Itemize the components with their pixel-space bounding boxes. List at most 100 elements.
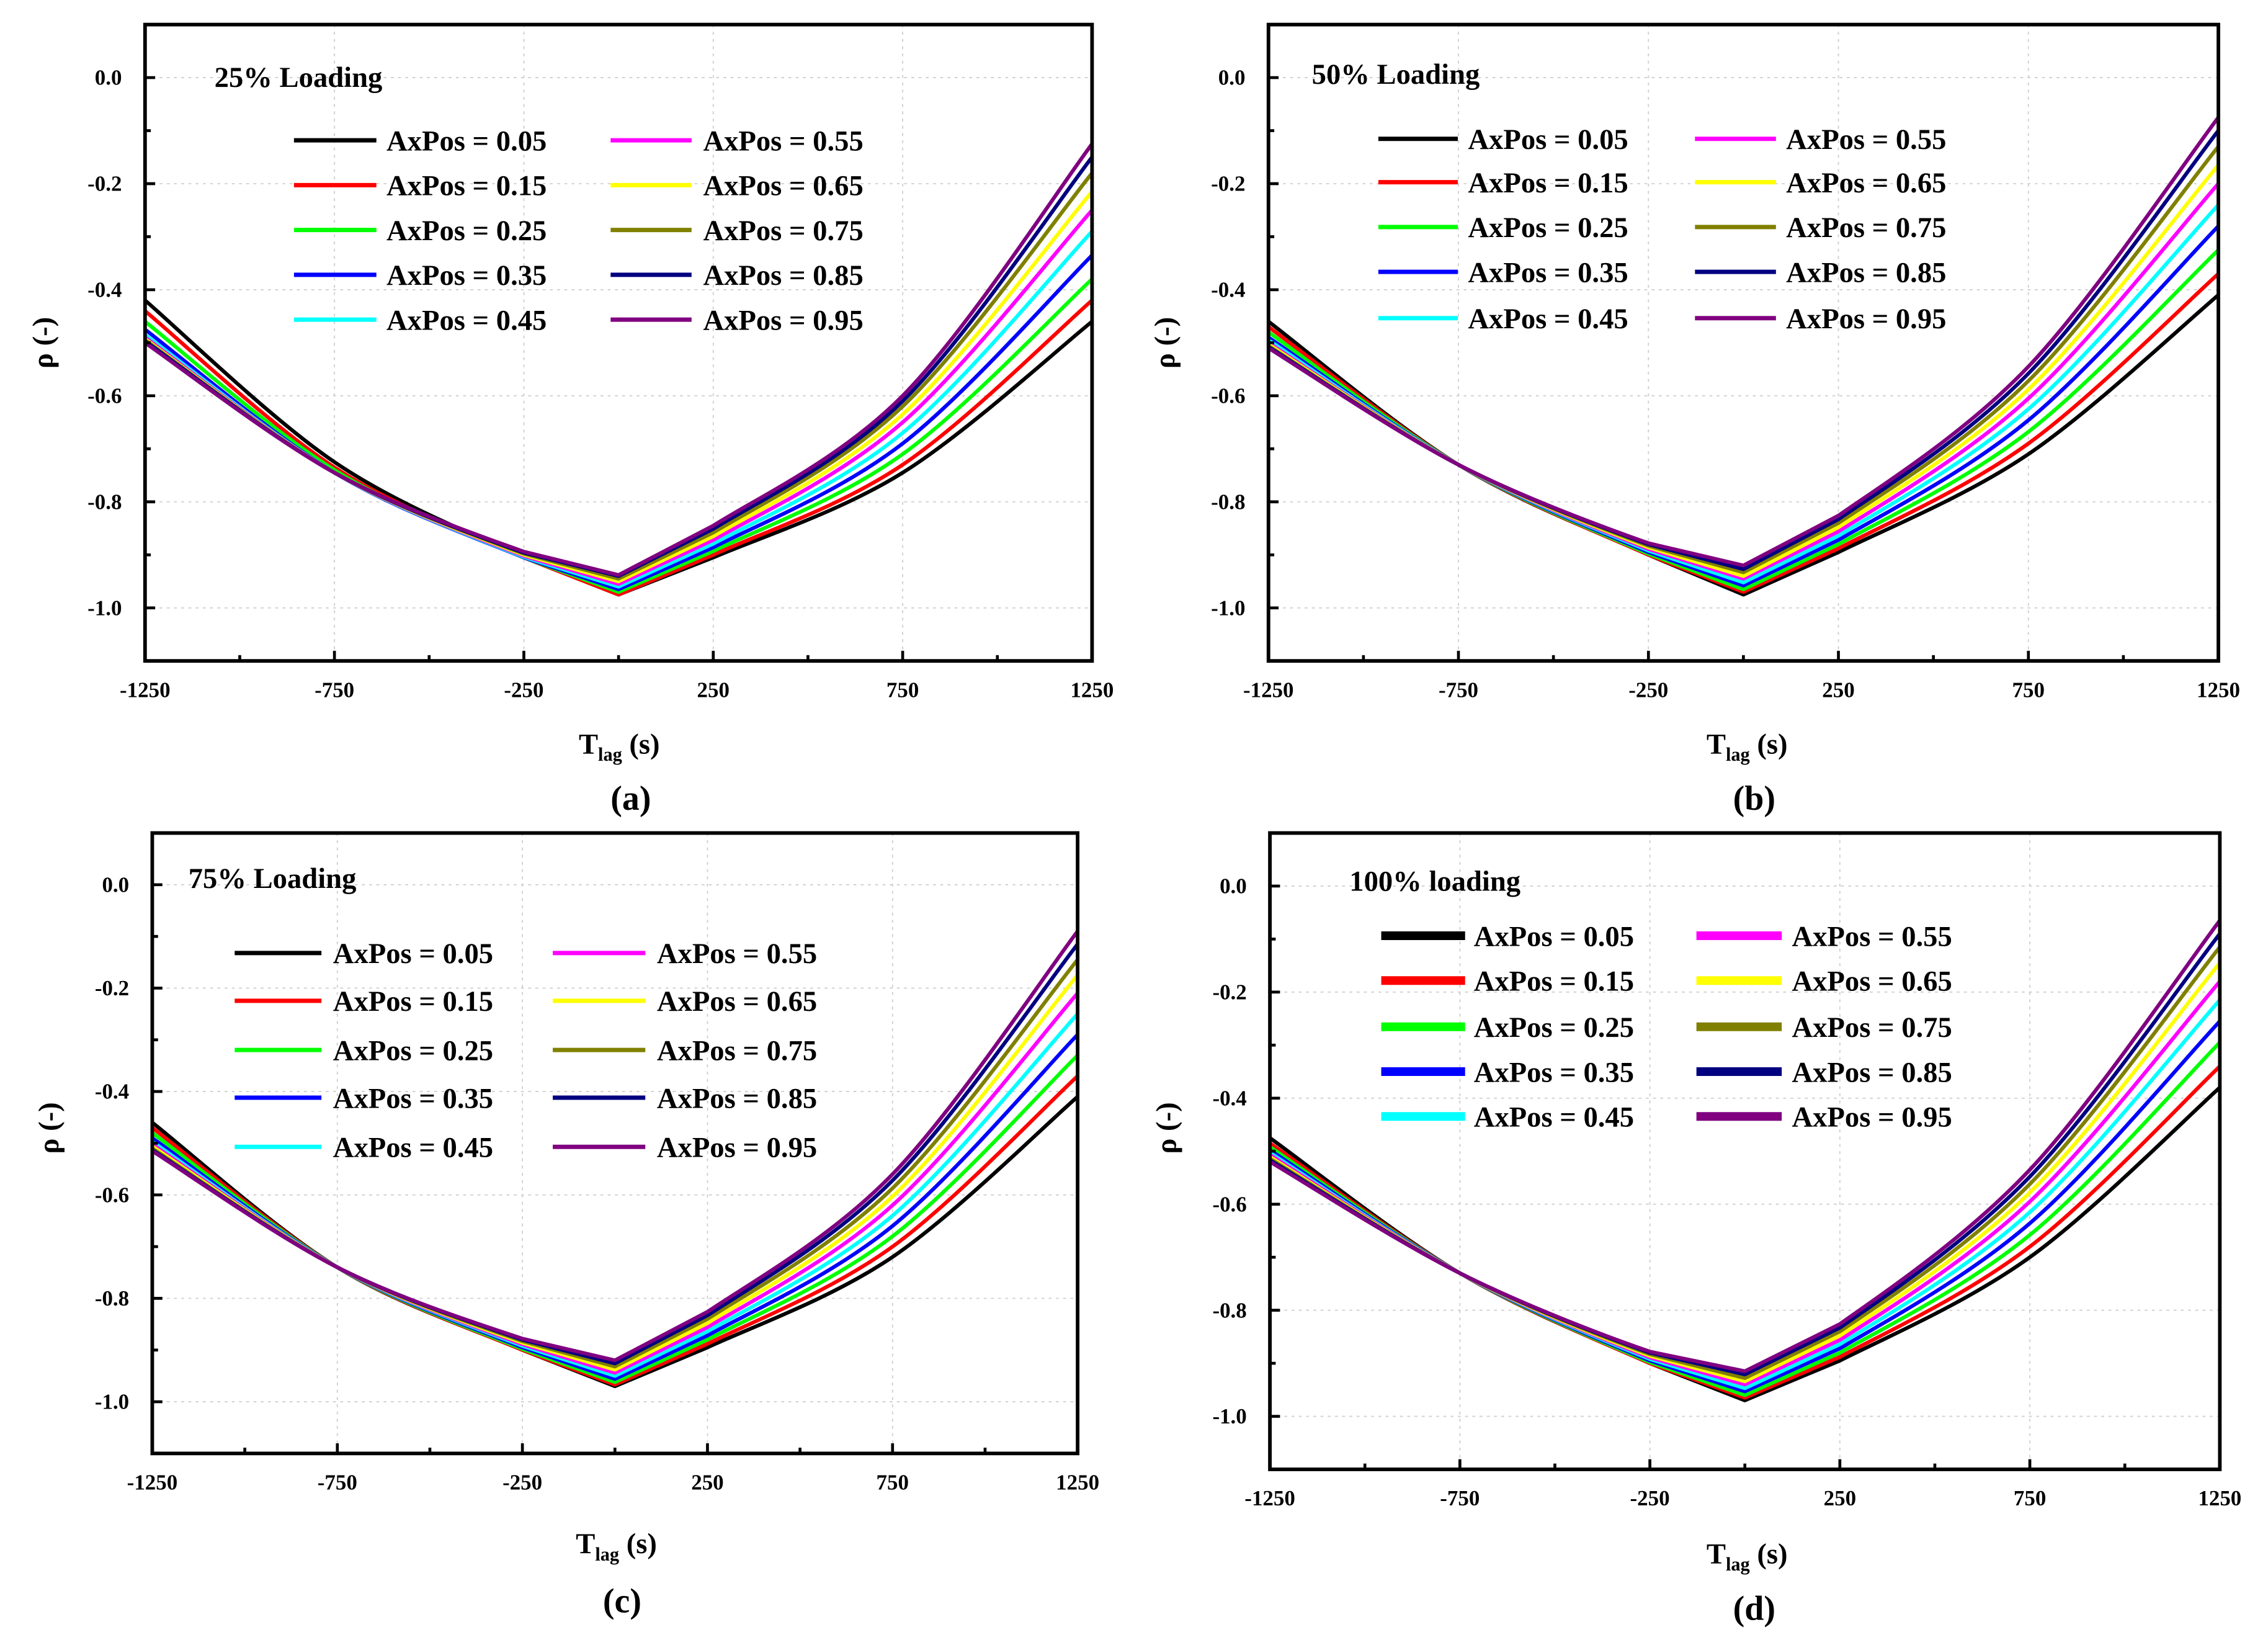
x-axis-label-subscript: lag bbox=[598, 744, 622, 765]
y-tick-label: -1.0 bbox=[87, 596, 122, 620]
y-axis-label: ρ (-) bbox=[27, 317, 60, 369]
x-tick-label: 1250 bbox=[2197, 678, 2240, 702]
y-axis-label: ρ (-) bbox=[33, 1102, 65, 1154]
x-tick-label: -1250 bbox=[120, 678, 171, 702]
legend-label: AxPos = 0.45 bbox=[333, 1132, 493, 1164]
legend-label: AxPos = 0.95 bbox=[1792, 1101, 1952, 1134]
y-axis-label: ρ (-) bbox=[1151, 1102, 1183, 1154]
y-tick-label: 0.0 bbox=[1220, 874, 1247, 898]
legend-label: AxPos = 0.15 bbox=[1468, 167, 1628, 199]
x-axis-label-main: T bbox=[1707, 1538, 1726, 1570]
legend-label: AxPos = 0.25 bbox=[1468, 212, 1628, 244]
legend-label: AxPos = 0.75 bbox=[1786, 212, 1946, 244]
x-axis-label-main: T bbox=[576, 1528, 595, 1560]
x-tick-label: 250 bbox=[1822, 678, 1854, 702]
series-line-axpos-0.45 bbox=[144, 230, 1094, 589]
chart-panel-d: -1250 -750 -250 250 750 1250 0.0 -0.2 -0.4 -0.6 -0… bbox=[1151, 831, 2241, 1628]
legend: AxPos = 0.05 AxPos = 0.15 AxPos = 0.25 AxPo… bbox=[234, 938, 817, 1164]
legend-label: AxPos = 0.85 bbox=[1786, 256, 1946, 289]
legend: AxPos = 0.05 AxPos = 0.15 AxPos = 0.25 AxPo… bbox=[293, 125, 864, 336]
x-tick-label: 750 bbox=[886, 678, 919, 702]
x-axis-label-main: T bbox=[579, 728, 598, 760]
legend-label: AxPos = 0.85 bbox=[1792, 1056, 1952, 1088]
chart-panel-c: -1250 -750 -250 250 750 1250 0.0 -0.2 -0.4 -0.6 -0… bbox=[33, 831, 1099, 1621]
y-tick-label: -1.0 bbox=[95, 1390, 129, 1414]
y-tick-label: -0.8 bbox=[95, 1286, 129, 1311]
legend-label: AxPos = 0.65 bbox=[703, 170, 863, 202]
series-line-axpos-0.05 bbox=[143, 298, 1094, 597]
legend-label: AxPos = 0.25 bbox=[386, 215, 547, 247]
x-axis-label-unit: (s) bbox=[1750, 1538, 1788, 1570]
legend-label: AxPos = 0.35 bbox=[386, 259, 547, 292]
y-tick-label: -0.4 bbox=[1211, 278, 1245, 302]
x-axis-label-unit: (s) bbox=[1750, 728, 1788, 760]
x-tick-label: -1250 bbox=[1244, 1486, 1295, 1510]
series-line-axpos-0.15 bbox=[143, 298, 1094, 597]
panel-label: (a) bbox=[610, 779, 651, 818]
x-tick-label: -1250 bbox=[127, 1471, 178, 1495]
x-tick-label: -750 bbox=[318, 1471, 357, 1495]
y-axis-label: ρ (-) bbox=[1149, 317, 1181, 369]
x-axis-label: Tlag (s) bbox=[576, 1528, 657, 1565]
y-tick-label: -0.6 bbox=[87, 383, 122, 408]
legend-label: AxPos = 0.55 bbox=[1786, 123, 1946, 156]
series-line-axpos-0.75 bbox=[1267, 145, 2220, 575]
x-tick-label: 250 bbox=[691, 1471, 723, 1495]
y-tick-label: -0.6 bbox=[95, 1183, 129, 1207]
legend-label: AxPos = 0.75 bbox=[703, 215, 863, 247]
x-tick-label: -750 bbox=[1439, 678, 1478, 702]
panel-title: 50% Loading bbox=[1312, 58, 1480, 91]
series-line-axpos-0.95 bbox=[1267, 116, 2220, 568]
x-tick-label: -250 bbox=[504, 678, 543, 702]
legend: AxPos = 0.05 AxPos = 0.15 AxPos = 0.25 AxPo… bbox=[1381, 920, 1952, 1134]
x-axis-label-subscript: lag bbox=[595, 1544, 619, 1565]
y-tick-label: -0.8 bbox=[1212, 1298, 1246, 1322]
legend-label: AxPos = 0.95 bbox=[657, 1132, 817, 1164]
x-tick-label: 250 bbox=[697, 678, 730, 702]
legend-label: AxPos = 0.65 bbox=[1786, 167, 1946, 199]
panel-label: (c) bbox=[603, 1582, 641, 1621]
series-line-axpos-0.55 bbox=[1269, 980, 2221, 1387]
y-tick-label: -1.0 bbox=[1211, 596, 1245, 620]
legend-label: AxPos = 0.15 bbox=[333, 985, 493, 1018]
legend-label: AxPos = 0.05 bbox=[386, 125, 547, 157]
legend-label: AxPos = 0.75 bbox=[657, 1034, 817, 1067]
legend-label: AxPos = 0.75 bbox=[1792, 1011, 1952, 1044]
legend-label: AxPos = 0.05 bbox=[333, 938, 493, 970]
legend-label: AxPos = 0.95 bbox=[703, 304, 863, 336]
panel-title: 100% loading bbox=[1349, 866, 1520, 898]
legend: AxPos = 0.05 AxPos = 0.15 AxPos = 0.25 AxPo… bbox=[1378, 123, 1946, 335]
y-tick-label: -0.4 bbox=[87, 278, 122, 302]
y-tick-label: -0.6 bbox=[1212, 1192, 1246, 1216]
x-tick-label: -250 bbox=[1630, 1486, 1670, 1510]
panel-title: 75% Loading bbox=[189, 863, 357, 895]
series-line-axpos-0.95 bbox=[151, 930, 1079, 1363]
chart-panel-b: -1250 -750 -250 250 750 1250 0.0 -0.2 -0.4 -0.6 -0… bbox=[1149, 22, 2240, 818]
legend-label: AxPos = 0.55 bbox=[703, 125, 863, 157]
legend-label: AxPos = 0.15 bbox=[1474, 966, 1634, 998]
x-axis-label-subscript: lag bbox=[1726, 1554, 1750, 1575]
x-tick-label: -250 bbox=[502, 1471, 542, 1495]
series-line-axpos-0.55 bbox=[144, 208, 1094, 586]
series-line-axpos-0.25 bbox=[143, 277, 1094, 594]
series-line-axpos-0.35 bbox=[143, 254, 1094, 591]
y-tick-label: 0.0 bbox=[1218, 66, 1246, 90]
series-line-axpos-0.75 bbox=[151, 958, 1079, 1369]
y-tick-label: -0.2 bbox=[95, 976, 129, 1000]
y-tick-label: 0.0 bbox=[95, 66, 122, 90]
y-tick-label: -0.6 bbox=[1211, 383, 1245, 408]
series-line-axpos-0.95 bbox=[144, 143, 1094, 577]
legend-label: AxPos = 0.15 bbox=[386, 170, 547, 202]
x-tick-label: 750 bbox=[2014, 1486, 2046, 1510]
y-tick-label: -0.4 bbox=[1212, 1086, 1246, 1110]
panel-title: 25% Loading bbox=[215, 61, 383, 94]
x-tick-label: -1250 bbox=[1243, 678, 1294, 702]
legend-label: AxPos = 0.85 bbox=[657, 1082, 817, 1114]
x-tick-label: -250 bbox=[1628, 678, 1668, 702]
legend-label: AxPos = 0.65 bbox=[1792, 966, 1952, 998]
x-axis-label: Tlag (s) bbox=[579, 728, 660, 765]
y-tick-label: -0.2 bbox=[1211, 172, 1245, 196]
x-tick-label: 1250 bbox=[2198, 1486, 2241, 1510]
x-tick-label: 250 bbox=[1824, 1486, 1856, 1510]
